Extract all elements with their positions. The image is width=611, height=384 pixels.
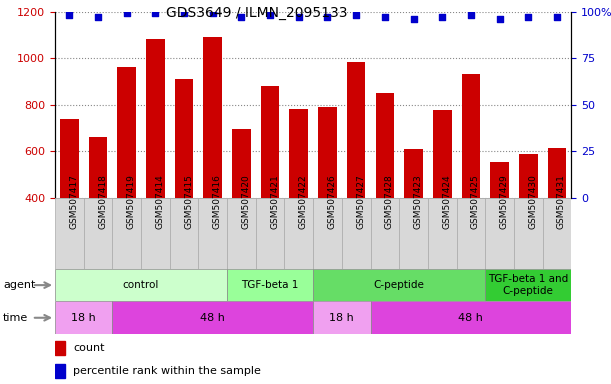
- Point: [323, 14, 332, 20]
- Text: GSM507430: GSM507430: [529, 174, 537, 229]
- Bar: [227, 269, 313, 301]
- Bar: [141, 198, 170, 269]
- Bar: [55, 269, 227, 301]
- Text: GSM507428: GSM507428: [385, 174, 394, 229]
- Text: 48 h: 48 h: [200, 313, 225, 323]
- Text: GSM507416: GSM507416: [213, 174, 222, 229]
- Text: C-peptide: C-peptide: [374, 280, 425, 290]
- Bar: [347, 61, 365, 291]
- Bar: [399, 198, 428, 269]
- Text: GSM507423: GSM507423: [414, 174, 423, 229]
- Bar: [485, 198, 514, 269]
- Text: percentile rank within the sample: percentile rank within the sample: [73, 366, 261, 376]
- Point: [466, 12, 476, 18]
- Text: time: time: [3, 313, 28, 323]
- Text: GSM507419: GSM507419: [126, 174, 136, 229]
- Bar: [89, 137, 108, 291]
- Text: TGF-beta 1 and
C-peptide: TGF-beta 1 and C-peptide: [488, 274, 568, 296]
- Point: [409, 16, 419, 22]
- Text: GSM507422: GSM507422: [299, 174, 308, 228]
- Bar: [203, 37, 222, 291]
- Bar: [117, 68, 136, 291]
- Bar: [112, 301, 313, 334]
- Bar: [227, 198, 256, 269]
- Point: [552, 14, 562, 20]
- Bar: [485, 269, 571, 301]
- Text: GSM507415: GSM507415: [184, 174, 193, 229]
- Text: GSM507427: GSM507427: [356, 174, 365, 229]
- Text: GSM507420: GSM507420: [241, 174, 251, 229]
- Point: [236, 14, 246, 20]
- Text: GDS3649 / ILMN_2095133: GDS3649 / ILMN_2095133: [166, 6, 348, 20]
- Text: GSM507417: GSM507417: [69, 174, 78, 229]
- Text: 48 h: 48 h: [458, 313, 483, 323]
- Bar: [428, 198, 456, 269]
- Bar: [60, 119, 79, 291]
- Bar: [543, 198, 571, 269]
- Bar: [313, 198, 342, 269]
- Point: [179, 10, 189, 17]
- Bar: [112, 198, 141, 269]
- Text: count: count: [73, 343, 104, 353]
- Point: [150, 10, 160, 17]
- Bar: [55, 341, 65, 355]
- Point: [524, 14, 533, 20]
- Bar: [519, 154, 538, 291]
- Bar: [170, 198, 199, 269]
- Bar: [461, 74, 480, 291]
- Bar: [370, 301, 571, 334]
- Bar: [199, 198, 227, 269]
- Bar: [370, 198, 399, 269]
- Bar: [514, 198, 543, 269]
- Point: [265, 12, 275, 18]
- Text: TGF-beta 1: TGF-beta 1: [241, 280, 299, 290]
- Bar: [404, 149, 423, 291]
- Point: [294, 14, 304, 20]
- Point: [380, 14, 390, 20]
- Bar: [232, 129, 251, 291]
- Text: GSM507426: GSM507426: [327, 174, 337, 229]
- Bar: [285, 198, 313, 269]
- Bar: [456, 198, 485, 269]
- Text: GSM507424: GSM507424: [442, 174, 451, 228]
- Bar: [55, 198, 84, 269]
- Point: [122, 10, 131, 17]
- Text: GSM507414: GSM507414: [155, 174, 164, 229]
- Text: 18 h: 18 h: [71, 313, 96, 323]
- Bar: [313, 269, 485, 301]
- Text: GSM507425: GSM507425: [471, 174, 480, 229]
- Bar: [146, 40, 165, 291]
- Bar: [433, 111, 452, 291]
- Text: GSM507431: GSM507431: [557, 174, 566, 229]
- Text: 18 h: 18 h: [329, 313, 354, 323]
- Bar: [318, 107, 337, 291]
- Bar: [342, 198, 370, 269]
- Bar: [376, 93, 394, 291]
- Bar: [261, 86, 279, 291]
- Bar: [84, 198, 112, 269]
- Text: GSM507418: GSM507418: [98, 174, 107, 229]
- Point: [64, 12, 74, 18]
- Bar: [55, 364, 65, 378]
- Text: GSM507421: GSM507421: [270, 174, 279, 229]
- Point: [351, 12, 361, 18]
- Point: [495, 16, 505, 22]
- Bar: [547, 148, 566, 291]
- Text: control: control: [123, 280, 159, 290]
- Bar: [175, 79, 194, 291]
- Bar: [55, 301, 112, 334]
- Point: [208, 10, 218, 17]
- Bar: [490, 162, 509, 291]
- Text: GSM507429: GSM507429: [500, 174, 508, 229]
- Bar: [290, 109, 308, 291]
- Text: agent: agent: [3, 280, 35, 290]
- Bar: [256, 198, 285, 269]
- Bar: [313, 301, 370, 334]
- Point: [93, 14, 103, 20]
- Point: [437, 14, 447, 20]
